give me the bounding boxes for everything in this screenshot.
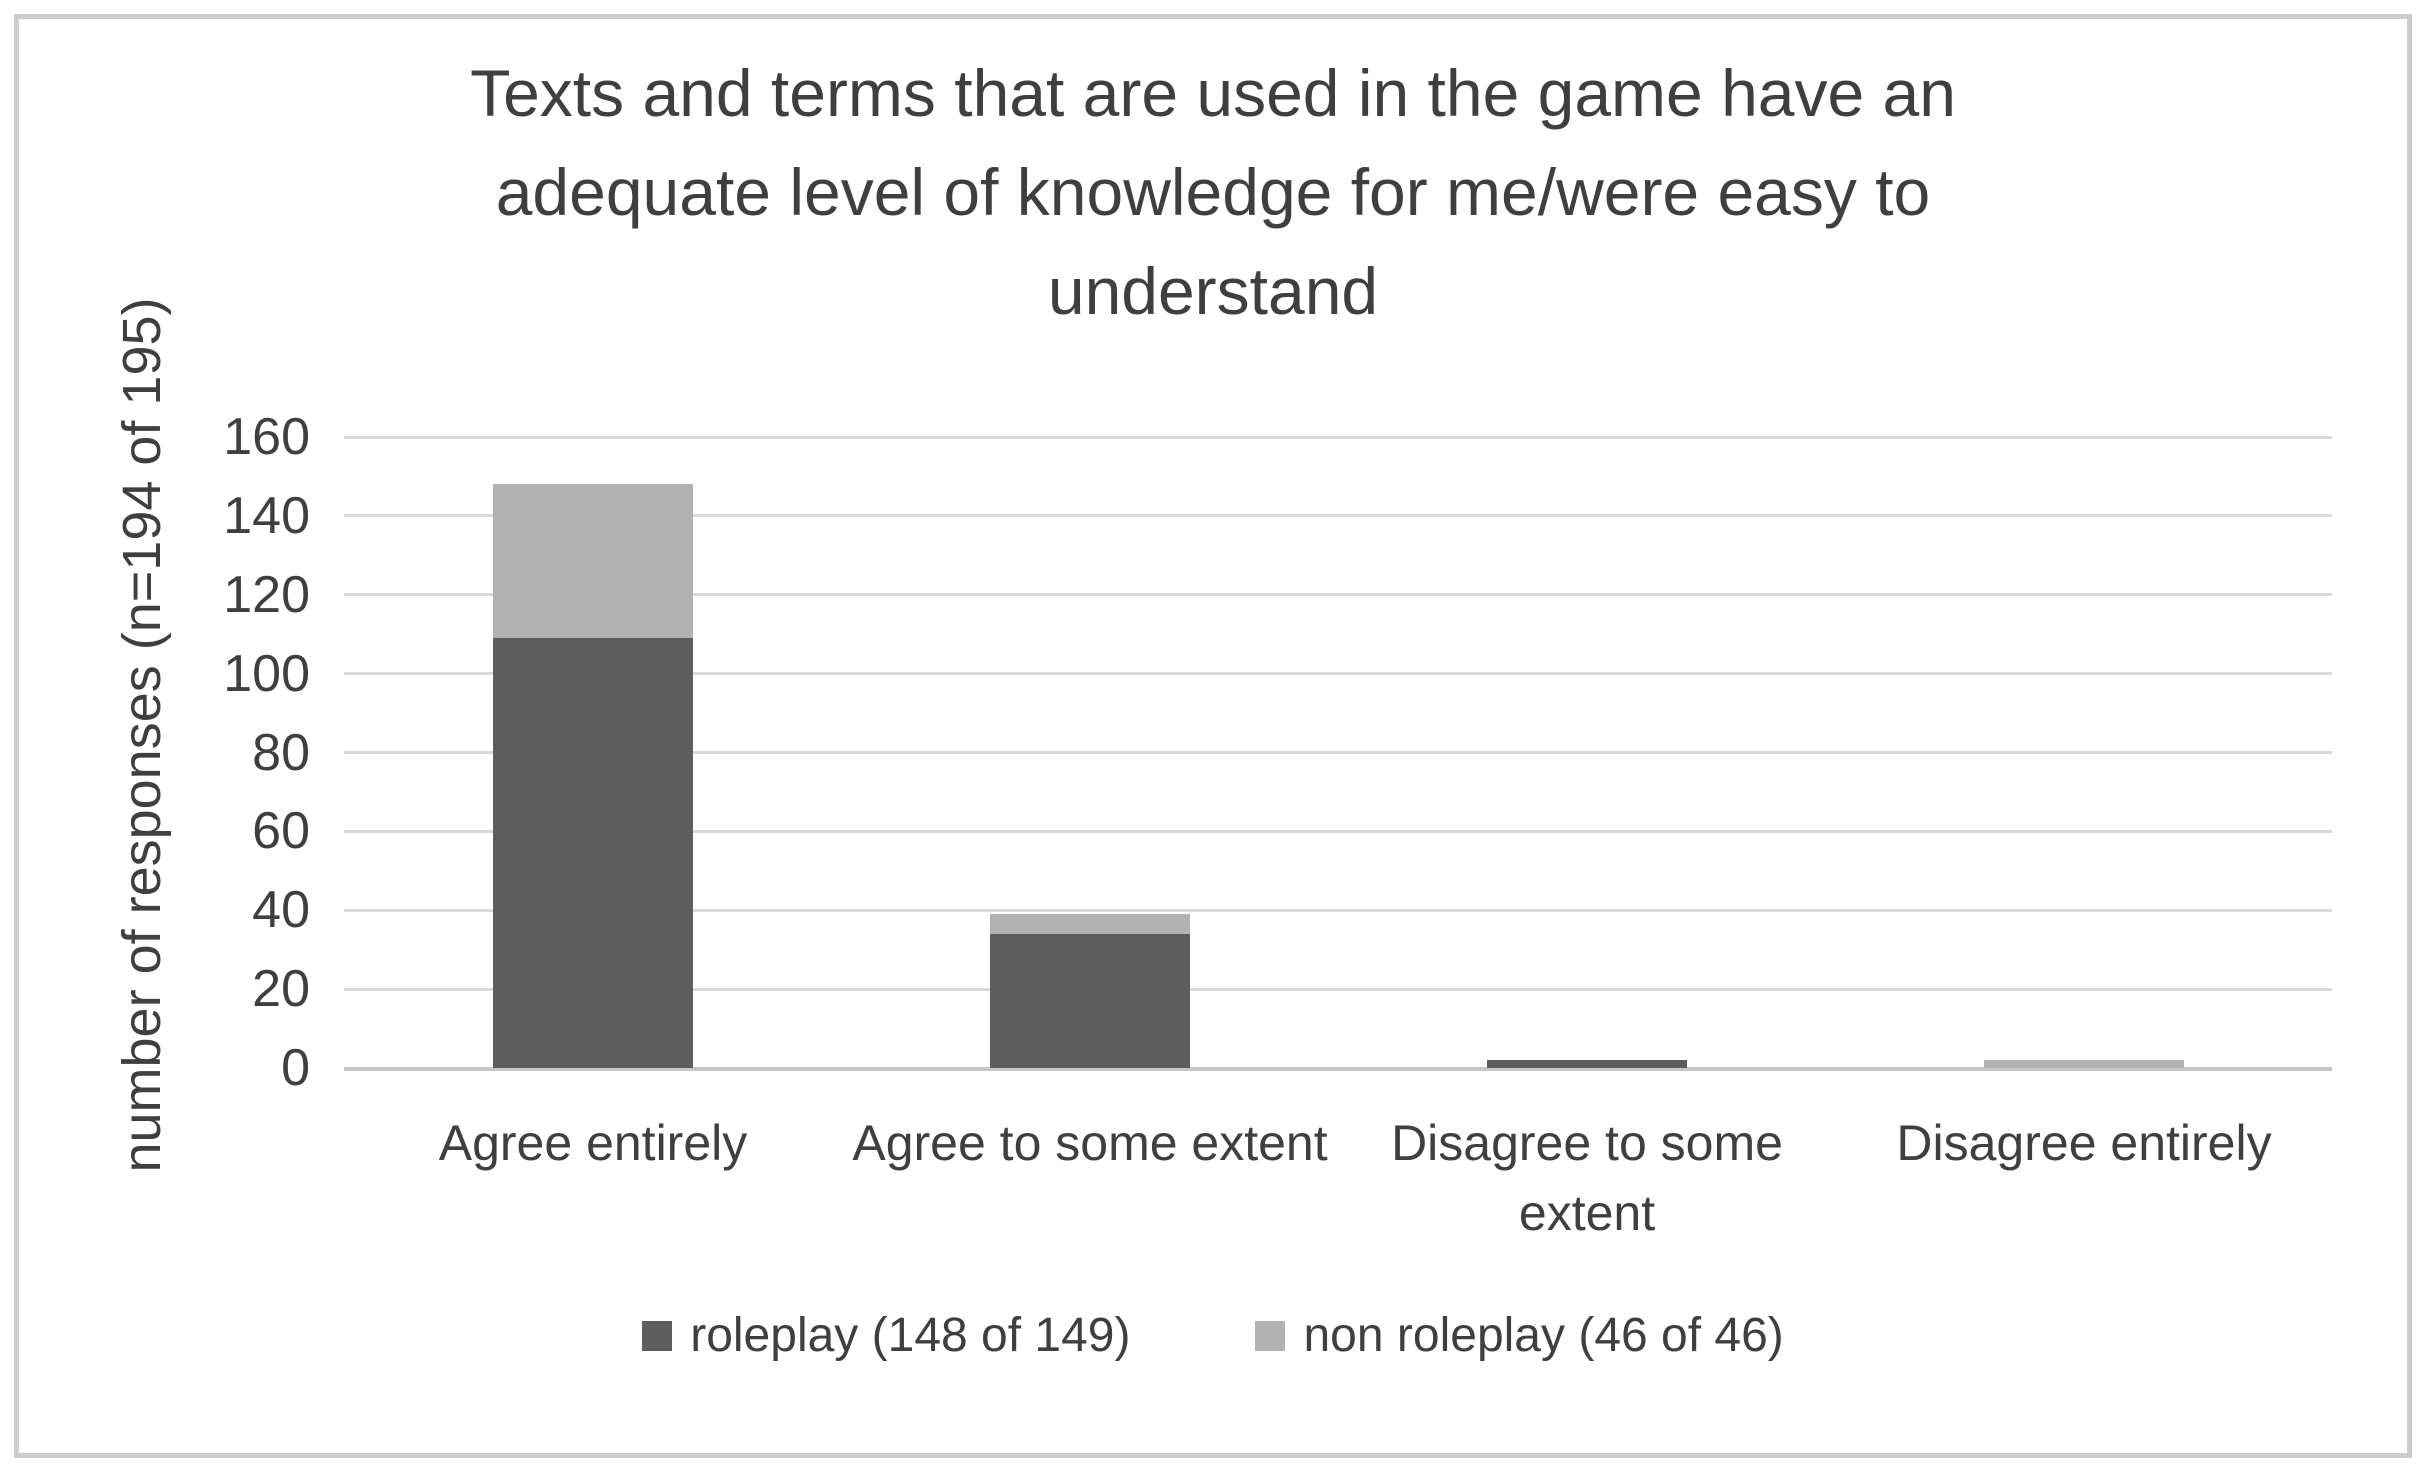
- y-tick-label: 140: [223, 486, 310, 545]
- chart-title: Texts and terms that are used in the gam…: [333, 44, 2093, 341]
- legend-label-roleplay: roleplay (148 of 149): [690, 1309, 1131, 1362]
- y-tick-label: 100: [223, 644, 310, 703]
- bar-segment: [990, 933, 1190, 1068]
- bar-segment: [1487, 1060, 1687, 1068]
- gridline: [344, 672, 2332, 676]
- y-tick-label: 0: [281, 1039, 310, 1097]
- gridline: [344, 987, 2332, 991]
- bar-segment: [493, 638, 693, 1068]
- x-axis-label-agree-entirely: Agree entirely: [438, 1115, 748, 1171]
- y-tick-label: 60: [252, 802, 310, 861]
- chart-title-line-3: understand: [1047, 254, 1379, 328]
- legend-label-non-roleplay: non roleplay (46 of 46): [1303, 1309, 1784, 1362]
- legend: roleplay (148 of 149) non roleplay (46 o…: [0, 1308, 2426, 1363]
- x-axis-label-disagree-some-extent: Disagree to some extent: [1391, 1115, 1783, 1241]
- chart-frame: [14, 14, 2412, 1458]
- chart-title-line-1: Texts and terms that are used in the gam…: [470, 56, 1956, 130]
- gridline: [344, 829, 2332, 833]
- y-tick-label: 80: [252, 723, 310, 782]
- plot-area: [344, 435, 2332, 1071]
- gridline: [344, 435, 2332, 439]
- bar-segment: [1984, 1060, 2184, 1068]
- chart-title-line-2: adequate level of knowledge for me/were …: [495, 155, 1931, 229]
- x-axis-label-disagree-entirely: Disagree entirely: [1896, 1115, 2272, 1171]
- x-axis-line: [344, 1066, 2332, 1071]
- legend-item-non-roleplay: non roleplay (46 of 46): [1255, 1308, 1784, 1363]
- bar-segment: [493, 484, 693, 639]
- gridline: [344, 514, 2332, 518]
- legend-swatch-non-roleplay: [1255, 1320, 1286, 1351]
- legend-item-roleplay: roleplay (148 of 149): [642, 1308, 1130, 1363]
- y-tick-label: 120: [223, 565, 310, 624]
- y-tick-label: 160: [223, 408, 310, 466]
- y-tick-label: 20: [252, 960, 310, 1019]
- x-axis-label-agree-some-extent: Agree to some extent: [852, 1115, 1328, 1171]
- gridline: [344, 593, 2332, 597]
- legend-swatch-roleplay: [642, 1320, 673, 1351]
- bar-segment: [990, 914, 1190, 934]
- gridline: [344, 908, 2332, 912]
- gridline: [344, 751, 2332, 754]
- y-tick-label: 40: [252, 881, 310, 940]
